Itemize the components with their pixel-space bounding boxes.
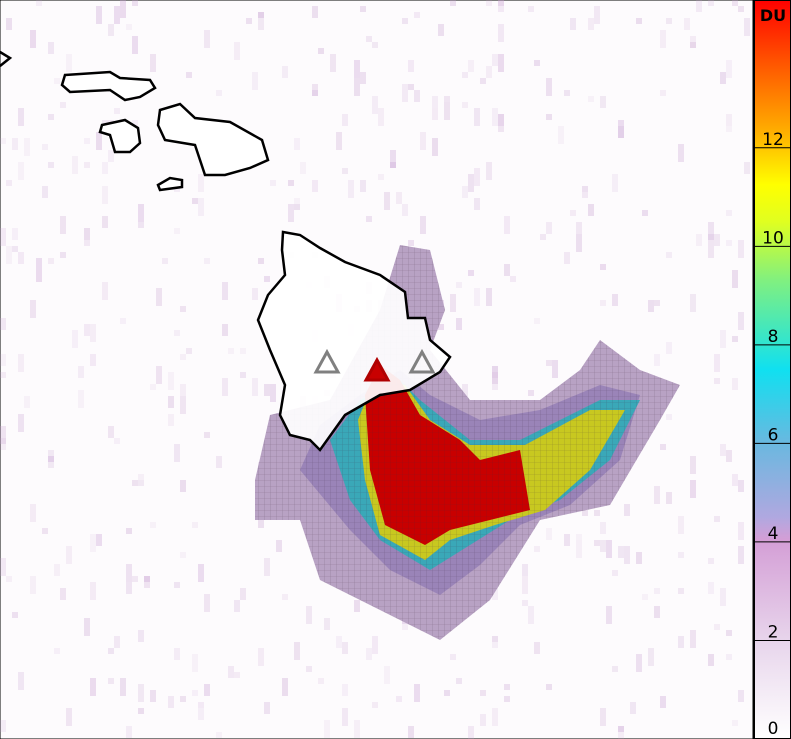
colorbar-unit: DU (760, 6, 786, 25)
colorbar-tick-label: 12 (762, 130, 784, 150)
colorbar-tick-label: 2 (768, 622, 779, 642)
colorbar: 0 2 4 6 8 10 12 DU (753, 0, 791, 739)
colorbar-tick-label: 8 (768, 327, 779, 347)
volcano-marker-icon (408, 348, 436, 374)
molokai-outline (60, 70, 157, 102)
colorbar-tick-label: 0 (768, 719, 779, 739)
maui-outline (156, 102, 270, 177)
kahoolawe-outline (156, 176, 184, 192)
oahu-outline (0, 50, 13, 67)
lanai-outline (98, 118, 142, 154)
colorbar-gradient (753, 0, 791, 739)
volcano-marker-icon (363, 356, 391, 382)
colorbar-tick-label: 4 (768, 524, 779, 544)
big-island-outline (256, 230, 452, 452)
colorbar-tick-label: 6 (768, 425, 779, 445)
volcano-markers (313, 348, 436, 382)
coastlines (0, 50, 452, 452)
volcano-marker-icon (313, 348, 341, 374)
colorbar-tick-label: 10 (762, 228, 784, 248)
